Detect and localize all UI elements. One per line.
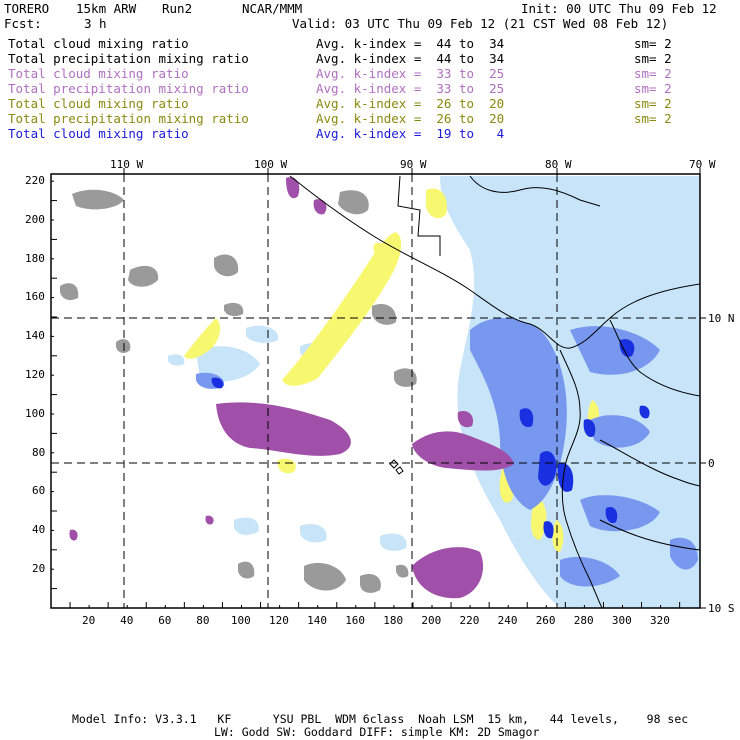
legend-kindex: Avg. k-index = 33 to 25 bbox=[316, 81, 505, 96]
legend-field: Total precipitation mixing ratio bbox=[8, 81, 249, 96]
x-index-label: 180 bbox=[383, 614, 404, 627]
legend-field: Total cloud mixing ratio bbox=[8, 66, 189, 81]
yellow-field bbox=[184, 188, 600, 552]
x-index-label: 140 bbox=[307, 614, 327, 627]
x-index-label: 200 bbox=[421, 614, 442, 627]
legend-field: Total cloud mixing ratio bbox=[8, 96, 189, 111]
y-index-label: 120 bbox=[25, 368, 45, 381]
y-index-label: 200 bbox=[25, 212, 45, 226]
legend-smoothing: sm= 2 bbox=[634, 111, 672, 126]
legend-smoothing: sm= 2 bbox=[634, 81, 672, 96]
y-index-label: 80 bbox=[32, 445, 46, 459]
purple-field bbox=[69, 177, 514, 599]
dark-blue-field bbox=[211, 339, 650, 539]
y-index-label: 20 bbox=[32, 562, 46, 575]
legend-smoothing: sm= 2 bbox=[634, 96, 672, 111]
y-index-label: 220 bbox=[25, 174, 45, 187]
physics-info: LW: Godd SW: Goddard DIFF: simple KM: 2D… bbox=[214, 725, 540, 739]
x-index-label: 280 bbox=[573, 614, 594, 627]
lon-label-70w: 70 W bbox=[689, 158, 716, 171]
model-resolution: 15km ARW bbox=[76, 1, 137, 16]
lat-label-0: 0 bbox=[708, 457, 715, 470]
x-index-label: 60 bbox=[158, 614, 172, 627]
y-index-label: 40 bbox=[32, 523, 46, 537]
legend-field: Total precipitation mixing ratio bbox=[8, 111, 249, 126]
org-label: NCAR/MMM bbox=[242, 1, 303, 16]
y-index-label: 180 bbox=[25, 251, 45, 265]
legend-kindex: Avg. k-index = 44 to 34 bbox=[316, 51, 505, 66]
legend-kindex: Avg. k-index = 19 to 4 bbox=[316, 126, 505, 141]
model-info: Model Info: V3.3.1 KF YSU PBL WDM 6class… bbox=[72, 712, 689, 726]
legend-kindex: Avg. k-index = 26 to 20 bbox=[316, 111, 505, 126]
valid-time: Valid: 03 UTC Thu 09 Feb 12 (21 CST Wed … bbox=[292, 16, 669, 31]
model-name: TORERO bbox=[4, 1, 50, 16]
legend-kindex: Avg. k-index = 33 to 25 bbox=[316, 66, 505, 81]
legend-field: Total cloud mixing ratio bbox=[8, 36, 189, 51]
lat-lon-grid bbox=[51, 174, 700, 608]
x-index-label: 300 bbox=[611, 614, 632, 627]
lat-label-10n: 10 N bbox=[708, 312, 735, 325]
y-index-label: 140 bbox=[25, 329, 45, 343]
x-index-label: 80 bbox=[196, 614, 210, 627]
x-index-label: 160 bbox=[345, 614, 366, 627]
map-fields bbox=[60, 176, 700, 608]
x-index-label: 320 bbox=[650, 614, 670, 627]
x-index-label: 220 bbox=[459, 614, 480, 627]
y-index-label: 160 bbox=[25, 290, 45, 304]
lat-label-10s: 10 S bbox=[708, 602, 735, 615]
y-index-label: 100 bbox=[25, 406, 45, 420]
y-index-label: 60 bbox=[32, 484, 46, 498]
init-time: Init: 00 UTC Thu 09 Feb 12 bbox=[521, 1, 717, 16]
lon-label-100w: 100 W bbox=[254, 158, 288, 171]
legend-field: Total cloud mixing ratio bbox=[8, 126, 189, 141]
axis-ticks bbox=[50, 168, 706, 609]
run-label: Run2 bbox=[162, 1, 193, 16]
lon-label-90w: 90 W bbox=[400, 158, 427, 171]
map-frame bbox=[50, 173, 701, 609]
x-index-label: 40 bbox=[120, 614, 134, 627]
legend-kindex: Avg. k-index = 26 to 20 bbox=[316, 96, 505, 111]
legend-smoothing: sm= 2 bbox=[634, 66, 672, 81]
x-index-label: 260 bbox=[535, 614, 556, 627]
lon-label-80w: 80 W bbox=[545, 158, 572, 171]
lon-label-110w: 110 W bbox=[110, 158, 144, 171]
x-index-label: 100 bbox=[230, 614, 251, 627]
forecast-value: 3 h bbox=[84, 16, 107, 31]
legend-kindex: Avg. k-index = 44 to 34 bbox=[316, 36, 505, 51]
forecast-label: Fcst: bbox=[4, 16, 42, 31]
x-index-label: 20 bbox=[82, 614, 96, 627]
x-index-label: 240 bbox=[497, 614, 518, 627]
x-index-label: 120 bbox=[269, 614, 289, 627]
legend-smoothing: sm= 2 bbox=[634, 36, 672, 51]
legend-field: Total precipitation mixing ratio bbox=[8, 51, 249, 66]
legend-smoothing: sm= 2 bbox=[634, 51, 672, 66]
